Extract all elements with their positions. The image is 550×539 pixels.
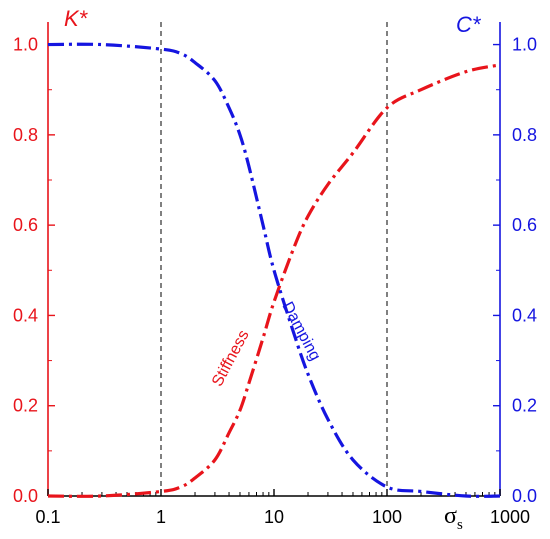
x-tick-label: 10: [264, 507, 284, 527]
x-tick-label: 100: [372, 507, 402, 527]
left-tick-label: 1.0: [13, 35, 38, 55]
x-tick-label: 0.1: [35, 507, 60, 527]
x-tick-label: 1: [156, 507, 166, 527]
left-ticks: 0.0 0.2 0.4 0.6 0.8 1.0: [13, 35, 55, 506]
annotations: Stiffness Damping: [209, 299, 324, 389]
frame-group: [47, 22, 501, 497]
x-axis-title: σs: [444, 503, 463, 533]
right-tick-label: 0.2: [512, 396, 537, 416]
left-tick-label: 0.4: [13, 305, 38, 325]
left-tick-label: 0.2: [13, 396, 38, 416]
left-tick-label: 0.8: [13, 125, 38, 145]
x-tick-label: 1000: [490, 507, 530, 527]
left-axis-title: K*: [64, 6, 89, 31]
left-tick-label: 0.0: [13, 486, 38, 506]
right-tick-label: 0.8: [512, 125, 537, 145]
annotation-stiffness: Stiffness: [209, 328, 253, 390]
x-ticks: 0.1 1 10 100 1000: [35, 489, 530, 527]
x-axis-title-main: σ: [444, 503, 457, 529]
right-tick-label: 0.4: [512, 305, 537, 325]
x-axis-title-sub: s: [457, 517, 463, 533]
left-tick-label: 0.6: [13, 215, 38, 235]
right-tick-label: 0.6: [512, 215, 537, 235]
reference-lines: [160, 22, 388, 496]
right-ticks: 0.0 0.2 0.4 0.6 0.8 1.0: [493, 35, 537, 506]
series-group: [47, 42, 501, 498]
right-tick-label: 0.0: [512, 486, 537, 506]
right-axis-title: C*: [456, 12, 482, 37]
series-line-stiffness: [47, 63, 501, 498]
series-line-damping: [47, 42, 501, 498]
right-tick-label: 1.0: [512, 35, 537, 55]
